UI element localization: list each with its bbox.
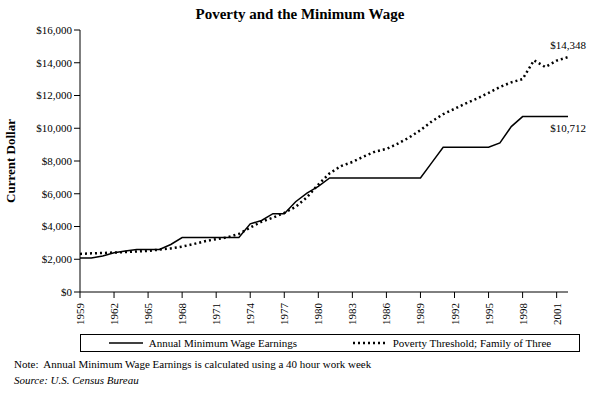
html-text:Source: U.S. Census Bureau: Source: U.S. Census Bureau	[14, 374, 139, 386]
svg-text:Current Dollar: Current Dollar	[8, 119, 18, 203]
html-text:Note: Annual Minimum Wage Earn: Note: Annual Minimum Wage Earnings is ca…	[14, 358, 372, 370]
svg-text:1998: 1998	[517, 303, 529, 326]
svg-text:1965: 1965	[142, 303, 154, 326]
svg-text:$10,000: $10,000	[36, 122, 72, 134]
svg-text:1971: 1971	[210, 303, 222, 325]
html-text:Annual Minimum Wage Earnings: Annual Minimum Wage Earnings	[148, 337, 298, 349]
svg-text:$14,348: $14,348	[550, 39, 586, 51]
svg-text:$12,000: $12,000	[36, 89, 72, 101]
svg-text:$6,000: $6,000	[42, 188, 73, 200]
html-text:Poverty Threshold; Family of T: Poverty Threshold; Family of Three	[392, 337, 552, 349]
svg-text:1962: 1962	[108, 303, 120, 325]
svg-text:$4,000: $4,000	[42, 220, 73, 232]
svg-text:1968: 1968	[176, 303, 188, 326]
html-text:Poverty and the Minimum Wage: Poverty and the Minimum Wage	[195, 6, 405, 22]
svg-text:2001: 2001	[551, 303, 563, 325]
svg-text:1974: 1974	[244, 303, 256, 326]
svg-text:$10,712: $10,712	[550, 122, 586, 134]
svg-text:1983: 1983	[346, 303, 358, 326]
svg-text:$2,000: $2,000	[42, 253, 73, 265]
svg-text:1980: 1980	[312, 303, 324, 326]
svg-text:1977: 1977	[278, 303, 290, 326]
svg-text:$14,000: $14,000	[36, 57, 72, 69]
svg-text:1989: 1989	[414, 303, 426, 326]
svg-text:$8,000: $8,000	[42, 155, 73, 167]
svg-text:$0: $0	[61, 286, 73, 298]
svg-text:1959: 1959	[74, 303, 86, 326]
svg-text:$16,000: $16,000	[36, 24, 72, 36]
svg-text:1992: 1992	[449, 303, 461, 325]
svg-text:1986: 1986	[380, 303, 392, 326]
svg-text:1995: 1995	[483, 303, 495, 326]
